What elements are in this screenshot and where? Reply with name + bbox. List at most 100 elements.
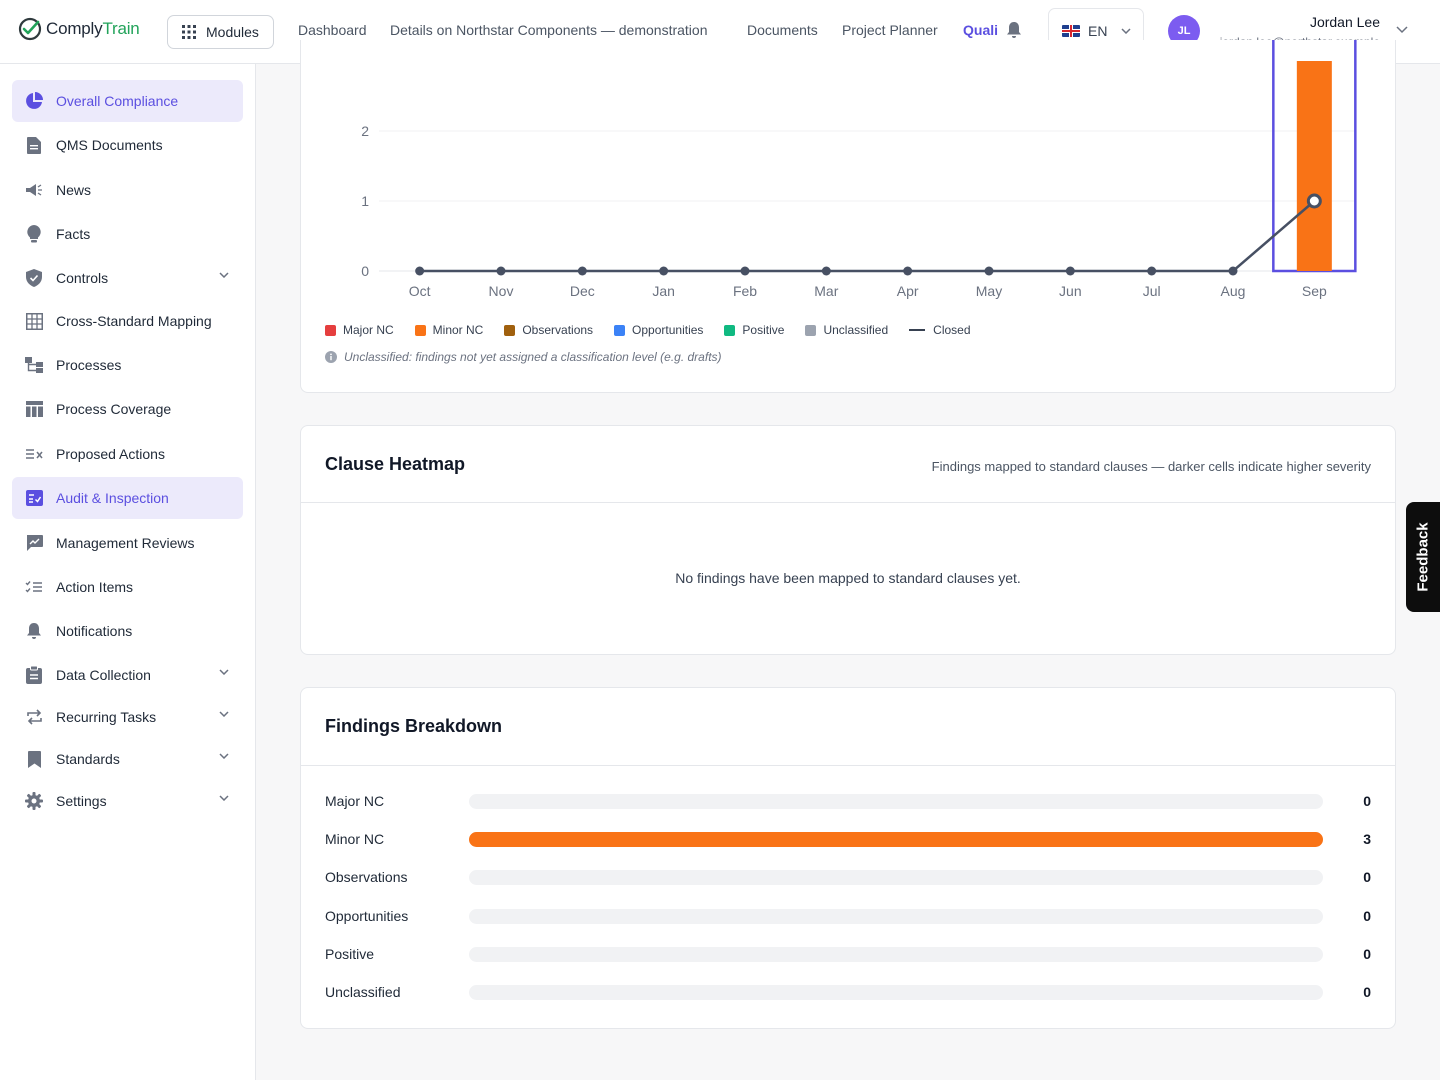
breakdown-count: 0 bbox=[1363, 984, 1371, 1000]
logo-check-icon bbox=[18, 17, 42, 41]
sidebar-item-notifications[interactable]: Notifications bbox=[12, 610, 243, 652]
legend-item-positive[interactable]: Positive bbox=[724, 323, 784, 337]
sidebar-item-settings[interactable]: Settings bbox=[12, 780, 243, 822]
breakdown-label: Opportunities bbox=[325, 908, 409, 924]
sidebar-item-controls[interactable]: Controls bbox=[12, 257, 243, 299]
sidebar: Overall Compliance QMS Documents News Fa… bbox=[0, 64, 256, 1080]
breakdown-bar-track bbox=[469, 831, 1323, 847]
chevron-down-icon bbox=[219, 795, 229, 801]
legend-item-minor-nc[interactable]: Minor NC bbox=[414, 323, 484, 337]
gear-icon bbox=[24, 791, 44, 811]
closed-point bbox=[1065, 266, 1075, 276]
closed-point bbox=[659, 266, 669, 276]
language-code: EN bbox=[1088, 22, 1108, 39]
shield-icon bbox=[24, 268, 44, 288]
sidebar-item-label: Process Coverage bbox=[56, 401, 172, 417]
modules-label: Modules bbox=[206, 24, 259, 40]
breakdown-row: Positive 0 bbox=[325, 944, 1371, 964]
breakdown-count: 0 bbox=[1363, 869, 1371, 885]
breakdown-count: 0 bbox=[1363, 946, 1371, 962]
legend-item-major-nc[interactable]: Major NC bbox=[325, 323, 394, 337]
legend-swatch bbox=[504, 324, 516, 336]
nav-documents[interactable]: Documents bbox=[747, 22, 818, 38]
feedback-tab[interactable]: Feedback bbox=[1406, 502, 1440, 612]
legend-item-closed[interactable]: Closed bbox=[909, 323, 971, 337]
user-menu-chevron-icon[interactable] bbox=[1396, 26, 1408, 34]
closed-point bbox=[821, 266, 831, 276]
y-tick-label: 2 bbox=[361, 123, 369, 139]
chevron-down-icon bbox=[1121, 27, 1131, 34]
bookmark-icon bbox=[24, 749, 44, 769]
legend-label: Major NC bbox=[343, 323, 394, 337]
breakdown-label: Major NC bbox=[325, 793, 385, 809]
sidebar-item-label: Recurring Tasks bbox=[56, 709, 157, 725]
notification-bell-icon[interactable] bbox=[1006, 21, 1022, 39]
legend-item-unclassified[interactable]: Unclassified bbox=[805, 323, 888, 337]
logo-text: ComplyTrain bbox=[46, 19, 140, 38]
sidebar-item-qms-documents[interactable]: QMS Documents bbox=[12, 124, 243, 166]
x-tick-label: Feb bbox=[733, 283, 757, 299]
sidebar-item-proposed-actions[interactable]: Proposed Actions bbox=[12, 433, 243, 475]
legend-label: Unclassified bbox=[823, 323, 889, 337]
legend-label: Positive bbox=[742, 323, 785, 337]
info-icon bbox=[325, 351, 337, 363]
closed-point bbox=[577, 266, 587, 276]
list-x-icon bbox=[24, 444, 44, 464]
sidebar-item-label: Action Items bbox=[56, 579, 134, 595]
breakdown-label: Minor NC bbox=[325, 831, 385, 847]
x-tick-label: Nov bbox=[489, 283, 514, 299]
feedback-label: Feedback bbox=[1414, 522, 1432, 592]
sidebar-item-facts[interactable]: Facts bbox=[12, 213, 243, 255]
breakdown-row: Major NC 0 bbox=[325, 791, 1371, 811]
clause-heatmap-title: Clause Heatmap bbox=[325, 454, 466, 474]
legend-label: Opportunities bbox=[632, 323, 704, 337]
sidebar-item-label: Overall Compliance bbox=[56, 93, 179, 109]
sidebar-item-news[interactable]: News bbox=[12, 169, 243, 211]
x-tick-label: Oct bbox=[409, 283, 431, 299]
sidebar-item-recurring-tasks[interactable]: Recurring Tasks bbox=[12, 696, 243, 738]
sidebar-item-label: Controls bbox=[56, 270, 109, 286]
legend-line-swatch bbox=[909, 329, 926, 331]
apps-grid-icon bbox=[182, 25, 196, 39]
sidebar-item-label: Cross-Standard Mapping bbox=[56, 313, 212, 329]
y-tick-label: 1 bbox=[361, 193, 369, 209]
sidebar-item-overall-compliance[interactable]: Overall Compliance bbox=[12, 80, 243, 122]
closed-point bbox=[415, 266, 425, 276]
logo[interactable]: ComplyTrain bbox=[18, 17, 140, 41]
sidebar-item-standards[interactable]: Standards bbox=[12, 738, 243, 780]
user-name[interactable]: Jordan Lee bbox=[1309, 14, 1380, 30]
x-tick-label: Jan bbox=[652, 283, 675, 299]
chevron-down-icon bbox=[219, 753, 229, 759]
sidebar-item-data-collection[interactable]: Data Collection bbox=[12, 654, 243, 696]
sidebar-item-processes[interactable]: Processes bbox=[12, 344, 243, 386]
legend-label: Minor NC bbox=[432, 323, 484, 337]
breakdown-label: Unclassified bbox=[325, 984, 401, 1000]
sidebar-item-management-reviews[interactable]: Management Reviews bbox=[12, 522, 243, 564]
legend-item-opportunities[interactable]: Opportunities bbox=[614, 323, 703, 337]
review-chart-icon bbox=[24, 533, 44, 553]
closed-point bbox=[1228, 266, 1238, 276]
sidebar-item-label: Processes bbox=[56, 357, 122, 373]
clause-heatmap-empty-message: No findings have been mapped to standard… bbox=[675, 570, 1021, 586]
nav-project-planner[interactable]: Project Planner bbox=[842, 22, 938, 38]
y-tick-label: 0 bbox=[361, 263, 369, 279]
nav-project-details[interactable]: Details on Northstar Components — demons… bbox=[390, 22, 708, 38]
breakdown-count: 0 bbox=[1363, 908, 1371, 924]
nav-dashboard[interactable]: Dashboard bbox=[298, 22, 367, 38]
sidebar-item-audit-inspection[interactable]: Audit & Inspection bbox=[12, 477, 243, 519]
modules-button[interactable]: Modules bbox=[167, 15, 274, 49]
sidebar-item-process-coverage[interactable]: Process Coverage bbox=[12, 388, 243, 430]
sidebar-item-label: Proposed Actions bbox=[56, 446, 165, 462]
sidebar-item-cross-standard-mapping[interactable]: Cross-Standard Mapping bbox=[12, 300, 243, 342]
sidebar-item-label: Standards bbox=[56, 751, 120, 767]
legend-item-observations[interactable]: Observations bbox=[504, 323, 593, 337]
document-icon bbox=[24, 135, 44, 155]
legend-swatch bbox=[414, 324, 426, 336]
sidebar-item-action-items[interactable]: Action Items bbox=[12, 566, 243, 608]
chevron-down-icon bbox=[219, 669, 229, 675]
nav-quali[interactable]: Quali bbox=[963, 22, 999, 38]
sidebar-item-label: News bbox=[56, 182, 92, 198]
repeat-icon bbox=[24, 707, 44, 727]
clause-heatmap-subtitle: Findings mapped to standard clauses — da… bbox=[931, 459, 1371, 474]
legend-note-text: Unclassified: findings not yet assigned … bbox=[344, 350, 722, 364]
